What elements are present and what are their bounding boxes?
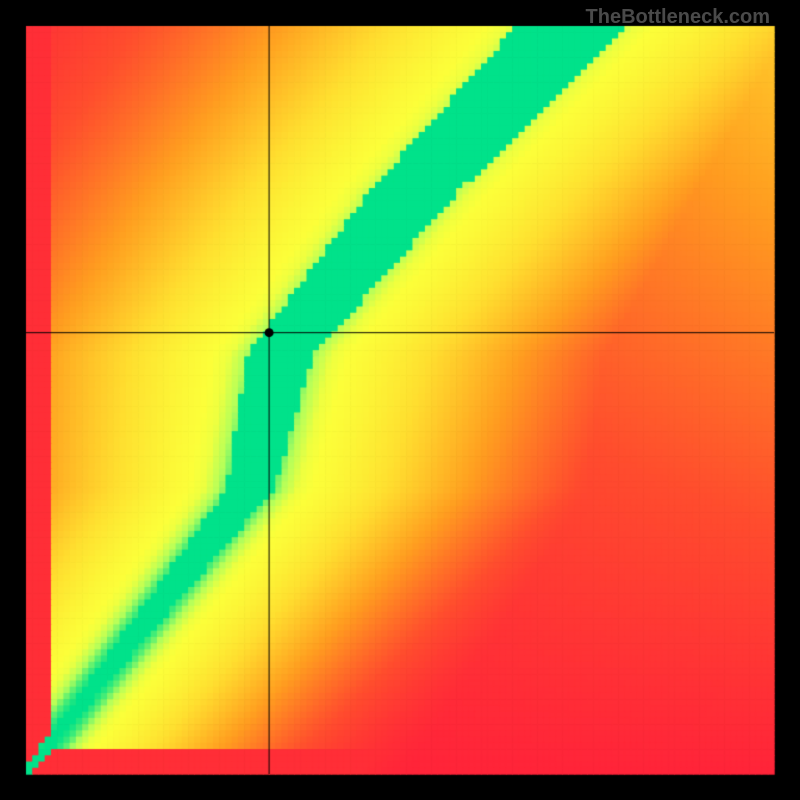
bottleneck-heatmap xyxy=(0,0,800,800)
watermark-text: TheBottleneck.com xyxy=(586,6,770,29)
